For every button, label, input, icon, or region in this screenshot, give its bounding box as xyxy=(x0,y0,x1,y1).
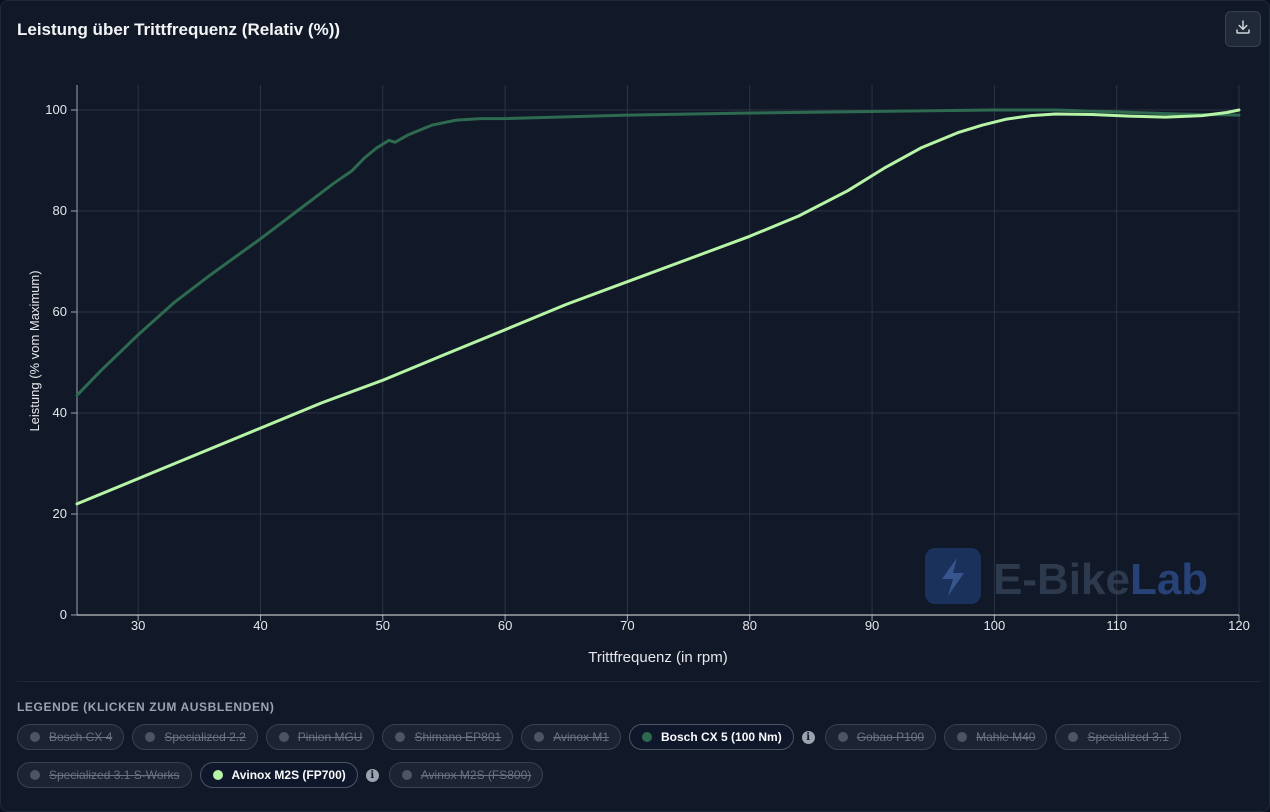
axes: 30 40 50 60 70 80 90 100 110 120 0 20 40 60 80 100 xyxy=(45,85,1250,633)
legend-dot xyxy=(30,732,40,742)
legend-item-label: Bosch CX 4 xyxy=(49,730,113,744)
legend-item[interactable]: Bosch CX 5 (100 Nm) xyxy=(629,724,794,750)
legend-item-label: Gobao P100 xyxy=(856,730,925,744)
legend-dot xyxy=(212,770,223,780)
legend-dot xyxy=(145,732,156,742)
legend-item-label: Mahle M40 xyxy=(976,730,1036,744)
legend-item[interactable]: Gobao P100 xyxy=(824,724,937,750)
grid xyxy=(77,85,1240,616)
series-line-bosch-cx5 xyxy=(75,108,1241,397)
x-tick-label: 120 xyxy=(1228,618,1250,633)
legend-dot xyxy=(837,732,848,742)
x-axis-label: Trittfrequenz (in rpm) xyxy=(588,649,727,666)
legend-item-label: Shimano EP801 xyxy=(414,730,502,744)
watermark: E-BikeLab xyxy=(925,548,1208,604)
legend: Bosch CX 4 Specialized 2.2 Pinion MGU Shima… xyxy=(17,723,1257,799)
legend-dot xyxy=(395,732,406,742)
legend-item-label: Bosch CX 5 (100 Nm) xyxy=(661,730,782,744)
x-tick-label: 70 xyxy=(620,618,634,633)
x-tick-label: 110 xyxy=(1106,618,1127,633)
x-tick-label: 80 xyxy=(743,618,757,633)
watermark-text-accent: Lab xyxy=(1130,555,1208,604)
legend-dot xyxy=(1068,732,1079,742)
watermark-text-main: E-Bike xyxy=(993,555,1130,604)
x-tick-label: 50 xyxy=(376,618,390,633)
legend-dot xyxy=(534,732,545,742)
legend-item-label: Specialized 2.2 xyxy=(164,730,246,744)
download-icon xyxy=(1234,18,1252,41)
legend-item-label: Specialized 3.1 xyxy=(1087,730,1169,744)
x-tick-label: 60 xyxy=(498,618,512,633)
legend-title: LEGENDE (KLICKEN ZUM AUSBLENDEN) xyxy=(17,700,275,714)
legend-dot xyxy=(278,732,289,742)
y-tick-label: 40 xyxy=(53,405,67,420)
legend-item[interactable]: Specialized 3.1 xyxy=(1055,724,1181,750)
legend-item[interactable]: Shimano EP801 xyxy=(382,724,514,750)
legend-dot xyxy=(957,732,968,742)
x-tick-label: 30 xyxy=(131,618,145,633)
y-axis-label: Leistung (% vom Maximum) xyxy=(27,270,42,431)
x-tick-label: 40 xyxy=(253,618,267,633)
series-line-avinox-m2s-fp700 xyxy=(75,108,1241,506)
chart-title: Leistung über Trittfrequenz (Relativ (%)… xyxy=(17,20,341,39)
legend-item-label: Avinox M1 xyxy=(553,730,609,744)
y-tick-label: 80 xyxy=(53,203,67,218)
legend-item[interactable]: Avinox M1 xyxy=(521,724,621,750)
legend-item-label: Avinox M2S (FS800) xyxy=(420,768,532,782)
y-tick-label: 60 xyxy=(53,304,67,319)
divider xyxy=(17,681,1261,682)
x-tick-label: 90 xyxy=(865,618,879,633)
legend-item[interactable]: Specialized 3.1 S-Works xyxy=(17,762,192,788)
download-button[interactable] xyxy=(1225,11,1261,47)
info-icon[interactable]: i xyxy=(365,768,379,782)
y-tick-label: 20 xyxy=(53,506,67,521)
legend-dot xyxy=(30,770,40,780)
legend-item-label: Avinox M2S (FP700) xyxy=(231,768,346,782)
legend-item[interactable]: Avinox M2S (FP700) xyxy=(199,762,358,788)
chart-svg: E-BikeLab 30 40 50 60 70 80 90 100 110 120 0 20 40 60… xyxy=(27,85,1250,666)
legend-row: Specialized 3.1 S-Works Avinox M2S (FP700… xyxy=(17,761,1257,789)
legend-dot xyxy=(401,770,412,780)
legend-item[interactable]: Pinion MGU xyxy=(265,724,375,750)
legend-item[interactable]: Bosch CX 4 xyxy=(17,724,125,750)
svg-text:E-BikeLab: E-BikeLab xyxy=(993,555,1208,604)
y-tick-label: 0 xyxy=(60,607,67,622)
x-tick-label: 100 xyxy=(984,618,1006,633)
legend-dot xyxy=(642,732,652,742)
series-layer xyxy=(75,108,1241,506)
legend-item-label: Specialized 3.1 S-Works xyxy=(49,768,180,782)
legend-item-label: Pinion MGU xyxy=(297,730,363,744)
info-icon[interactable]: i xyxy=(801,730,815,744)
legend-item[interactable]: Mahle M40 xyxy=(944,724,1048,750)
legend-row: Bosch CX 4 Specialized 2.2 Pinion MGU Shima… xyxy=(17,723,1257,751)
y-tick-label: 100 xyxy=(45,102,67,117)
legend-item[interactable]: Avinox M2S (FS800) xyxy=(388,762,544,788)
legend-item[interactable]: Specialized 2.2 xyxy=(132,724,258,750)
